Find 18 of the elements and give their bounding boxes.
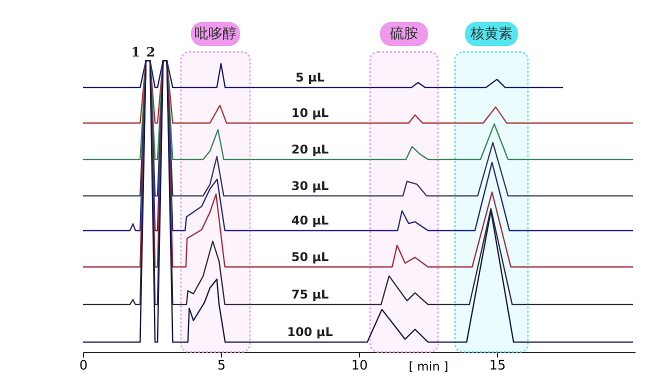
x-tick-label: 5: [217, 358, 226, 374]
series-label: 30 μL: [291, 178, 330, 193]
series-label: 50 μL: [291, 250, 330, 264]
x-tick-label: 0: [79, 358, 88, 374]
band-label: 硫胺: [390, 26, 418, 42]
band-label: 核黄素: [469, 26, 512, 42]
annotation: 1: [131, 46, 140, 61]
series-label: 40 μL: [291, 214, 330, 228]
series-label: 100 μL: [287, 325, 334, 340]
x-tick-label: 15: [489, 358, 506, 374]
series-label: 10 μL: [291, 106, 330, 120]
band-label: 吡哆醇: [194, 26, 236, 42]
series-label: 75 μL: [291, 288, 330, 302]
series-label: 5 μL: [296, 70, 325, 85]
x-tick-label: 10: [351, 358, 368, 374]
series-label: 20 μL: [291, 142, 330, 156]
x-axis-title: [ min ]: [408, 360, 448, 374]
annotation: 2: [146, 46, 156, 61]
